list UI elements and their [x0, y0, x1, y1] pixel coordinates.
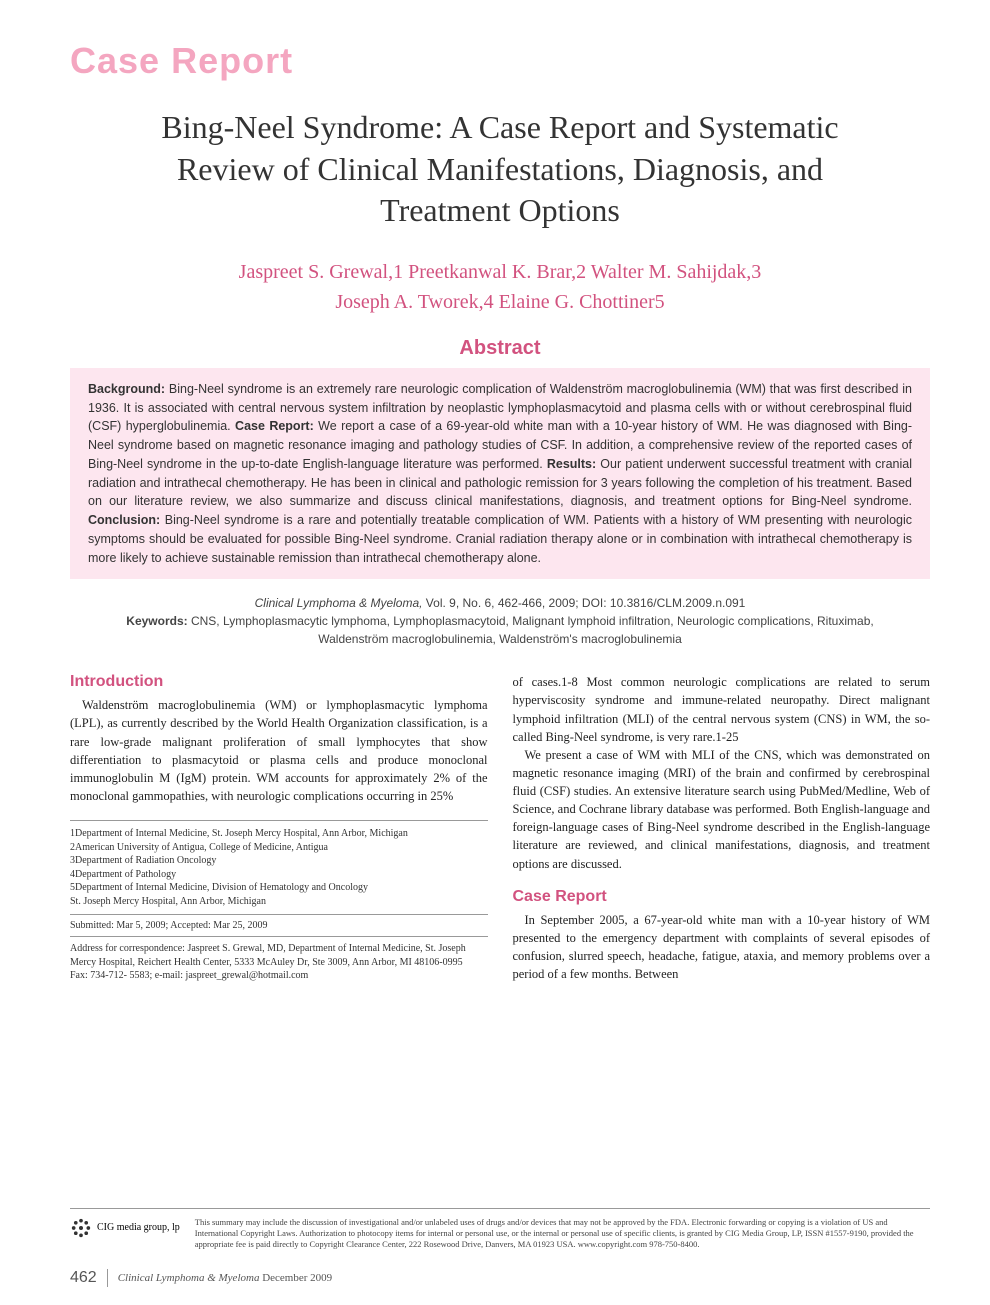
article-title: Bing-Neel Syndrome: A Case Report and Sy… — [110, 107, 890, 232]
abstract-case-label: Case Report: — [235, 419, 314, 433]
affiliation-1: 1Department of Internal Medicine, St. Jo… — [70, 827, 488, 841]
affiliation-5: 5Department of Internal Medicine, Divisi… — [70, 881, 488, 895]
page-footer: 462 Clinical Lymphoma & Myeloma December… — [70, 1269, 332, 1287]
footer-date: December 2009 — [259, 1272, 332, 1284]
citation-journal: Clinical Lymphoma & Myeloma, — [255, 596, 423, 610]
keywords-text: CNS, Lymphoplasmacytic lymphoma, Lymphop… — [188, 614, 874, 646]
introduction-heading: Introduction — [70, 673, 488, 691]
correspondence-contact: Fax: 734-712- 5583; e-mail: jaspreet_gre… — [70, 969, 488, 983]
keywords-label: Keywords: — [126, 614, 187, 628]
abstract-background-label: Background: — [88, 382, 165, 396]
affiliation-6: St. Joseph Mercy Hospital, Ann Arbor, Mi… — [70, 895, 488, 909]
publisher-logo: CIG media group, lp — [70, 1217, 180, 1239]
left-column: Introduction Waldenström macroglobulinem… — [70, 673, 488, 983]
abstract-heading: Abstract — [70, 337, 930, 360]
intro-paragraph-1-cont: of cases.1-8 Most common neurologic comp… — [513, 673, 931, 746]
citation-details: Vol. 9, No. 6, 462-466, 2009; DOI: 10.38… — [422, 596, 745, 610]
right-column: of cases.1-8 Most common neurologic comp… — [513, 673, 931, 983]
footer-disclaimer-row: CIG media group, lp This summary may inc… — [70, 1208, 930, 1250]
abstract-box: Background: Bing-Neel syndrome is an ext… — [70, 368, 930, 580]
affiliation-4: 4Department of Pathology — [70, 868, 488, 882]
authors-line1: Jaspreet S. Grewal,1 Preetkanwal K. Brar… — [239, 261, 762, 283]
citation-block: Clinical Lymphoma & Myeloma, Vol. 9, No.… — [110, 594, 890, 648]
submitted-dates: Submitted: Mar 5, 2009; Accepted: Mar 25… — [70, 914, 488, 937]
correspondence-address: Address for correspondence: Jaspreet S. … — [70, 942, 488, 969]
intro-paragraph-2: We present a case of WM with MLI of the … — [513, 746, 931, 873]
authors-line2: Joseph A. Tworek,4 Elaine G. Chottiner5 — [335, 291, 664, 313]
footer-journal-info: Clinical Lymphoma & Myeloma December 200… — [118, 1272, 332, 1284]
affiliation-3: 3Department of Radiation Oncology — [70, 854, 488, 868]
correspondence-block: Address for correspondence: Jaspreet S. … — [70, 937, 488, 983]
affiliations-block: 1Department of Internal Medicine, St. Jo… — [70, 820, 488, 908]
disclaimer-text: This summary may include the discussion … — [195, 1217, 930, 1250]
affiliation-2: 2American University of Antigua, College… — [70, 841, 488, 855]
publisher-logo-text: CIG media group, lp — [97, 1222, 180, 1233]
case-paragraph-1: In September 2005, a 67-year-old white m… — [513, 911, 931, 984]
abstract-conclusion-label: Conclusion: — [88, 513, 160, 527]
publisher-logo-icon — [70, 1217, 92, 1239]
footer-journal-name: Clinical Lymphoma & Myeloma — [118, 1272, 260, 1284]
case-report-heading: Case Report — [513, 888, 931, 906]
page-number: 462 — [70, 1269, 108, 1287]
abstract-results-label: Results: — [547, 457, 596, 471]
abstract-conclusion-text: Bing-Neel syndrome is a rare and potenti… — [88, 513, 912, 565]
intro-paragraph-1: Waldenström macroglobulinemia (WM) or ly… — [70, 696, 488, 805]
authors: Jaspreet S. Grewal,1 Preetkanwal K. Brar… — [70, 257, 930, 317]
section-label: Case Report — [70, 40, 930, 82]
body-columns: Introduction Waldenström macroglobulinem… — [70, 673, 930, 983]
